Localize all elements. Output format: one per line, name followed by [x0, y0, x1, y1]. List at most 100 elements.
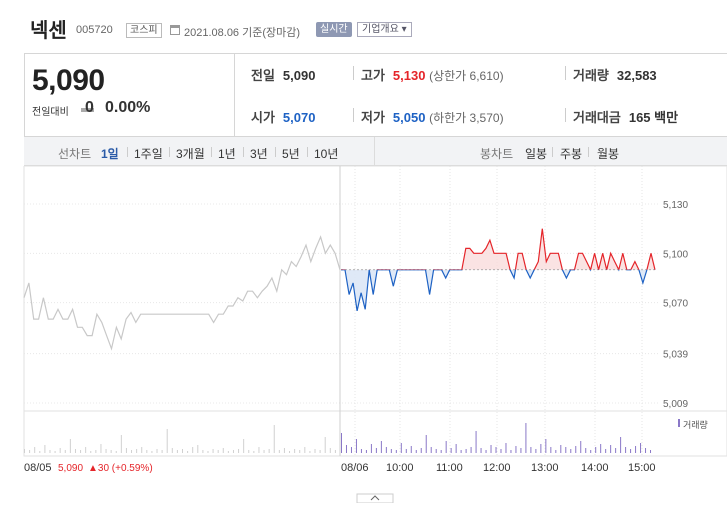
volume-bar	[585, 448, 587, 453]
base-date: 2021.08.06 기준(장마감)	[184, 27, 301, 39]
volume-bar	[405, 449, 407, 453]
volume-bar	[156, 449, 158, 453]
volume-bar	[565, 447, 567, 453]
volume-bar	[151, 451, 153, 453]
y-tick-label: 5,039	[663, 350, 688, 361]
amount-value: 165 백만	[628, 110, 679, 125]
change-label: 전일대비	[32, 107, 69, 118]
market-badge: 코스피	[126, 23, 162, 38]
volume-bar	[545, 439, 547, 453]
chart-period-tabs: 선차트 1일 1주일 3개월 1년 3년 5년 10년 봉차트 일봉 주봉 월봉	[24, 137, 727, 166]
tab-5years[interactable]: 5년	[282, 147, 300, 161]
volume: 거래량 32,583	[573, 65, 657, 84]
tab-3months[interactable]: 3개월	[176, 147, 205, 161]
volume-bar	[380, 441, 382, 453]
footer-price: 5,090	[58, 463, 83, 474]
volume-bar	[289, 451, 291, 453]
volume-bar	[625, 447, 627, 453]
tab-divider	[243, 147, 244, 157]
volume-bar	[341, 433, 342, 453]
candle-chart-label: 봉차트	[480, 147, 514, 161]
volume-bar	[450, 448, 452, 453]
y-tick-label: 5,009	[663, 399, 688, 410]
volume-bar	[540, 444, 542, 453]
volume-bar	[530, 447, 532, 453]
divider	[565, 108, 566, 122]
volume-bar	[253, 451, 255, 453]
volume-bar	[395, 450, 397, 453]
volume-bar	[620, 437, 622, 453]
flat-change-icon	[81, 108, 94, 112]
volume-bar	[635, 446, 637, 453]
volume-bar	[248, 450, 250, 453]
low-value: 5,050	[392, 110, 426, 125]
volume-bar	[192, 447, 194, 453]
volume-bar	[278, 450, 280, 453]
volume-bar	[390, 449, 392, 453]
tab-monthly-candle[interactable]: 월봉	[597, 147, 620, 161]
volume-legend: 거래량	[683, 419, 708, 430]
volume-bar	[314, 449, 316, 453]
volume-bar	[34, 447, 36, 453]
volume-bar	[238, 449, 240, 453]
volume-bar	[630, 449, 632, 453]
volume-bar	[202, 450, 204, 453]
volume-bar	[161, 450, 163, 453]
tab-10years[interactable]: 10년	[314, 147, 339, 161]
company-overview-dropdown[interactable]: 기업개요 ▾	[357, 22, 412, 37]
x-tick-label: 10:00	[386, 462, 414, 474]
volume-bar	[640, 443, 642, 453]
volume-bar	[207, 451, 209, 453]
realtime-button[interactable]: 실시간	[316, 22, 352, 37]
volume-bar	[182, 449, 183, 453]
x-tick-label: 13:00	[531, 462, 559, 474]
volume-bar	[334, 450, 336, 453]
upper-limit: (상한가 6,610)	[429, 69, 504, 83]
volume-bar	[258, 447, 260, 453]
volume-bar	[520, 448, 522, 453]
volume-bar	[59, 448, 61, 453]
volume-bar	[575, 446, 577, 453]
tab-daily-candle[interactable]: 일봉	[525, 147, 548, 161]
volume-bar	[29, 450, 31, 453]
volume-bar	[445, 441, 447, 453]
divider	[353, 108, 354, 122]
volume-bar	[560, 445, 562, 453]
volume-bar	[590, 450, 592, 453]
volume-bar	[410, 446, 412, 453]
tab-divider	[552, 147, 553, 157]
volume-bar	[329, 448, 331, 453]
volume-bar	[495, 447, 497, 453]
change-percent: 0.00%	[105, 99, 151, 116]
chart-frame	[23, 165, 727, 412]
volume-bar	[500, 449, 502, 453]
volume-bar	[299, 450, 301, 453]
volume-bar	[227, 451, 229, 453]
price-chart[interactable]: 5,130 5,100 5,070 5,039 5,009 거래량 08/05 08/06…	[0, 165, 727, 504]
volume-bar	[345, 445, 347, 453]
volume-bar	[131, 450, 133, 453]
volume-bar	[171, 448, 173, 453]
volume-bar	[187, 451, 189, 453]
volume-bar	[304, 447, 306, 453]
divider	[565, 66, 566, 80]
prev-close: 전일 5,090	[251, 65, 315, 84]
y-tick-label: 5,070	[663, 299, 688, 310]
tab-weekly-candle[interactable]: 주봉	[560, 147, 583, 161]
volume-bar	[324, 437, 326, 453]
tab-1day[interactable]: 1일	[101, 147, 119, 161]
volume-bar	[350, 447, 352, 453]
volume-bar	[550, 447, 552, 453]
volume-value: 32,583	[616, 68, 657, 83]
tab-3years[interactable]: 3년	[250, 147, 268, 161]
volume-bar	[595, 447, 597, 453]
volume-bar	[570, 449, 572, 453]
volume-bar	[485, 450, 487, 453]
tab-1year[interactable]: 1년	[218, 147, 236, 161]
divider	[353, 66, 354, 80]
volume-bar	[39, 451, 41, 453]
tab-1week[interactable]: 1주일	[134, 147, 163, 161]
line-chart-label: 선차트	[58, 147, 92, 161]
tab-divider	[127, 147, 128, 157]
low-label: 저가	[361, 110, 385, 125]
